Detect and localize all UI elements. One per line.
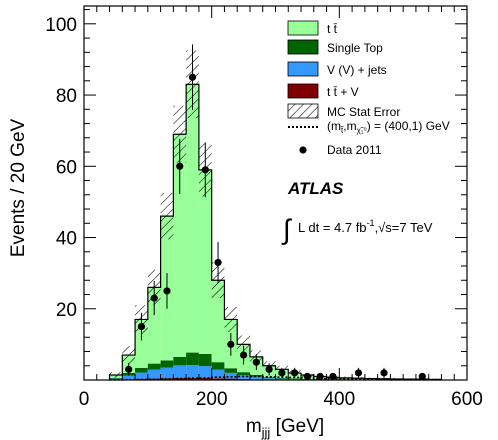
bar-singletop xyxy=(275,377,289,379)
bar-ttbarV xyxy=(198,377,212,380)
bar-singletop xyxy=(135,367,148,373)
bar-ttbar xyxy=(211,280,225,363)
data-point xyxy=(418,372,426,381)
bar-singletop xyxy=(186,352,199,366)
legend-swatch-data xyxy=(299,146,307,154)
bar-ttbar xyxy=(147,287,161,364)
bar-singletop xyxy=(173,356,187,366)
bar-singletop xyxy=(288,378,302,379)
bar-wzjets xyxy=(173,365,187,378)
data-point xyxy=(252,358,260,366)
bar-wzjets xyxy=(147,369,161,379)
bar-singletop xyxy=(237,372,250,376)
bar-singletop xyxy=(224,368,238,373)
y-tick-label: 40 xyxy=(56,229,77,250)
bar-singletop xyxy=(249,375,263,377)
y-tick-label: 60 xyxy=(56,157,77,178)
data-point xyxy=(137,322,146,331)
bar-wzjets xyxy=(275,378,289,380)
data-point xyxy=(125,365,133,373)
legend-swatch-mcstat xyxy=(287,103,319,119)
x-axis-label: mjjj [GeV] xyxy=(246,416,324,440)
legend-label-ttbarV: t t̄ + V xyxy=(327,85,359,99)
atlas-label: ATLAS xyxy=(287,179,344,198)
data-points xyxy=(125,44,426,381)
bar-singletop xyxy=(160,360,174,368)
data-point xyxy=(214,258,222,267)
luminosity-label: ∫ L dt = 4.7 fb-1,√s=7 TeV xyxy=(281,214,433,245)
data-point xyxy=(316,372,324,381)
data-point xyxy=(380,369,388,377)
data-point xyxy=(329,372,337,381)
bar-singletop xyxy=(147,363,161,370)
data-point xyxy=(176,162,184,170)
legend-label-ttbar: t t̄ xyxy=(327,22,338,36)
bar-wzjets xyxy=(262,378,276,380)
bar-ttbarV xyxy=(173,377,187,380)
bar-ttbar xyxy=(198,169,212,354)
y-tick-label: 80 xyxy=(56,86,77,107)
data-point xyxy=(163,287,171,295)
bar-singletop xyxy=(109,377,123,379)
lumi-text: L dt = 4.7 fb-1,√s=7 TeV xyxy=(298,218,433,235)
data-point xyxy=(188,73,197,81)
x-tick-label: 600 xyxy=(451,389,483,410)
bar-ttbarV xyxy=(160,378,174,380)
data-point xyxy=(150,294,158,302)
legend-label-singletop: Single Top xyxy=(327,41,383,55)
legend-swatch-ttbar xyxy=(287,20,319,36)
legend-label-wzjets: V (V) + jets xyxy=(327,63,387,77)
legend-label-data: Data 2011 xyxy=(327,143,382,157)
data-point xyxy=(201,166,209,174)
bar-singletop xyxy=(198,353,212,367)
legend-label-mcstat: MC Stat Error xyxy=(327,105,400,119)
bar-wzjets xyxy=(122,375,136,380)
bar-ttbar xyxy=(173,134,187,357)
data-point xyxy=(227,340,235,348)
bar-wzjets xyxy=(224,372,238,379)
stacked-histogram xyxy=(109,84,442,380)
axis-ticks: 0 200 400 600 20 40 60 80 100 xyxy=(45,6,483,410)
data-point xyxy=(303,372,312,381)
bar-wzjets xyxy=(109,378,123,380)
bar-wzjets xyxy=(288,378,302,380)
data-point xyxy=(278,369,286,377)
bar-ttbarV xyxy=(211,378,225,380)
y-tick-label: 100 xyxy=(45,15,77,36)
total-outline-path xyxy=(108,83,443,380)
legend-swatch-wzjets xyxy=(287,61,319,77)
legend-label-signal: (mt̃,mχ̃₁⁰) = (400,1) GeV xyxy=(327,119,450,135)
data-point xyxy=(265,365,273,373)
data-point xyxy=(239,351,248,359)
legend-swatch-singletop xyxy=(287,39,319,55)
y-tick-label: 20 xyxy=(56,300,77,321)
bar-singletop xyxy=(262,377,276,379)
y-axis-label: Events / 20 GeV xyxy=(8,118,29,257)
x-tick-label: 400 xyxy=(323,389,355,410)
x-tick-label: 0 xyxy=(79,389,90,410)
x-tick-label: 200 xyxy=(196,389,228,410)
data-point xyxy=(291,369,299,377)
legend: t t̄ Single Top V (V) + jets t t̄ + V MC… xyxy=(287,20,450,157)
bar-ttbar xyxy=(186,84,199,353)
legend-swatch-ttbarV xyxy=(287,83,319,99)
bar-wzjets xyxy=(211,369,225,379)
bar-wzjets xyxy=(249,376,263,380)
lumi-integral: ∫ xyxy=(281,214,293,245)
bar-wzjets xyxy=(160,367,174,379)
data-point xyxy=(354,369,363,377)
bar-ttbarV xyxy=(224,378,238,380)
bar-singletop xyxy=(211,362,225,370)
bar-wzjets xyxy=(186,365,199,378)
bar-wzjets xyxy=(135,372,148,379)
total-outline xyxy=(108,83,443,380)
bar-wzjets xyxy=(198,366,212,378)
